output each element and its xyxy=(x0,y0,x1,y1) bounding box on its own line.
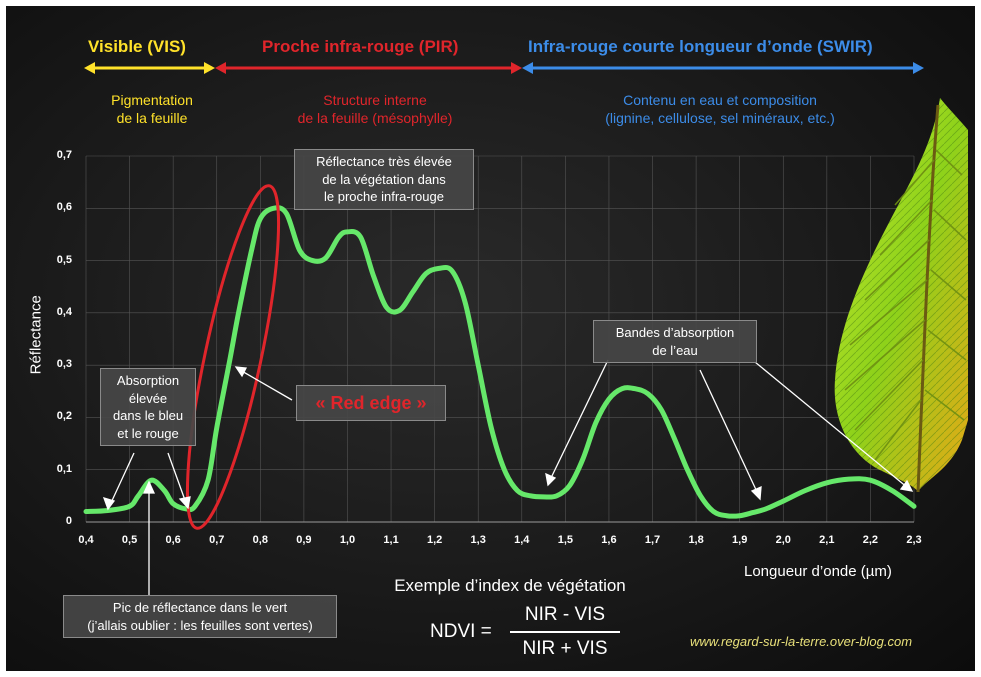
ndvi-denominator: NIR + VIS xyxy=(522,638,608,659)
band-arrow-head-right xyxy=(913,62,924,74)
y-tick-label: 0,6 xyxy=(56,201,72,214)
ndvi-numerator: NIR - VIS xyxy=(524,604,606,625)
y-tick-label: 0,5 xyxy=(56,253,72,266)
band-title-visible: Visible (VIS) xyxy=(88,37,186,56)
water-bands-note: Bandes d’absorption de l’eau xyxy=(593,320,757,364)
x-tick-label: 2,3 xyxy=(906,534,922,546)
leaf-illustration xyxy=(834,98,968,493)
reflectance-curve xyxy=(83,205,917,519)
x-tick-label: 0,6 xyxy=(165,534,181,546)
ndvi-caption: Exemple d’index de végétation xyxy=(394,576,626,595)
band-title-nir: Proche infra-rouge (PIR) xyxy=(262,37,459,56)
x-tick-label: 1,2 xyxy=(426,534,443,546)
y-tick-label: 0 xyxy=(65,515,72,527)
x-tick-label: 2,0 xyxy=(775,534,791,546)
visible-band-arrow xyxy=(84,62,215,74)
x-tick-label: 0,5 xyxy=(121,534,138,546)
x-tick-label: 1,9 xyxy=(732,534,748,546)
red-edge-ellipse xyxy=(185,184,281,530)
x-tick-label: 1,4 xyxy=(514,534,530,546)
x-tick-label: 0,7 xyxy=(209,534,225,546)
red-edge-note: « Red edge » xyxy=(296,385,446,422)
band-arrows xyxy=(84,62,924,74)
website-credit: www.regard-sur-la-terre.over-blog.com xyxy=(690,634,913,649)
x-tick-label: 1,6 xyxy=(601,534,617,546)
band-title-swir: Infra-rouge courte longueur d’onde (SWIR… xyxy=(528,37,873,56)
x-axis-label: Longueur d’onde (µm) xyxy=(744,563,892,580)
green-peak-note: Pic de réflectance dans le vert (j’allai… xyxy=(63,595,337,639)
y-tick-label: 0,2 xyxy=(56,410,72,423)
x-tick-label: 1,5 xyxy=(557,534,573,546)
x-tick-label: 0,4 xyxy=(78,534,94,546)
nir-band-arrow xyxy=(215,62,522,74)
x-tick-label: 2,1 xyxy=(819,534,835,546)
band-arrow-head-left xyxy=(215,62,226,74)
band-arrow-head-left xyxy=(84,62,95,74)
band-arrow-head-right xyxy=(204,62,215,74)
y-tick-label: 0,3 xyxy=(56,358,72,371)
data-series xyxy=(83,205,917,519)
ndvi-lhs: NDVI = xyxy=(430,621,492,642)
band-arrow-head-left xyxy=(522,62,533,74)
band-desc-visible: Pigmentation de la feuille xyxy=(111,92,193,127)
y-tick-label: 0,7 xyxy=(56,149,72,161)
band-desc-nir: Structure interne de la feuille (mésophy… xyxy=(297,92,453,127)
x-tick-label: 1,8 xyxy=(688,534,704,546)
band-arrow-head-right xyxy=(511,62,522,74)
x-tick-label: 2,2 xyxy=(862,534,879,546)
absorption-note: Absorption élevée dans le bleu et le rou… xyxy=(100,368,196,447)
annotation-arrows xyxy=(102,359,914,595)
band-desc-swir: Contenu en eau et composition (lignine, … xyxy=(605,92,835,127)
y-tick-label: 0,4 xyxy=(56,305,72,318)
x-tick-label: 1,3 xyxy=(470,534,486,546)
y-tick-label: 0,1 xyxy=(56,462,72,475)
swir-band-arrow xyxy=(522,62,924,74)
x-tick-label: 1,1 xyxy=(383,534,399,546)
x-tick-label: 1,0 xyxy=(339,534,356,546)
x-tick-label: 0,8 xyxy=(252,534,268,546)
x-tick-label: 1,7 xyxy=(644,534,661,546)
high-reflectance-note: Réflectance très élevée de la végétation… xyxy=(294,149,474,210)
x-tick-label: 0,9 xyxy=(296,534,312,546)
chalkboard-background xyxy=(6,6,975,671)
ndvi-fraction-bar xyxy=(510,631,620,633)
